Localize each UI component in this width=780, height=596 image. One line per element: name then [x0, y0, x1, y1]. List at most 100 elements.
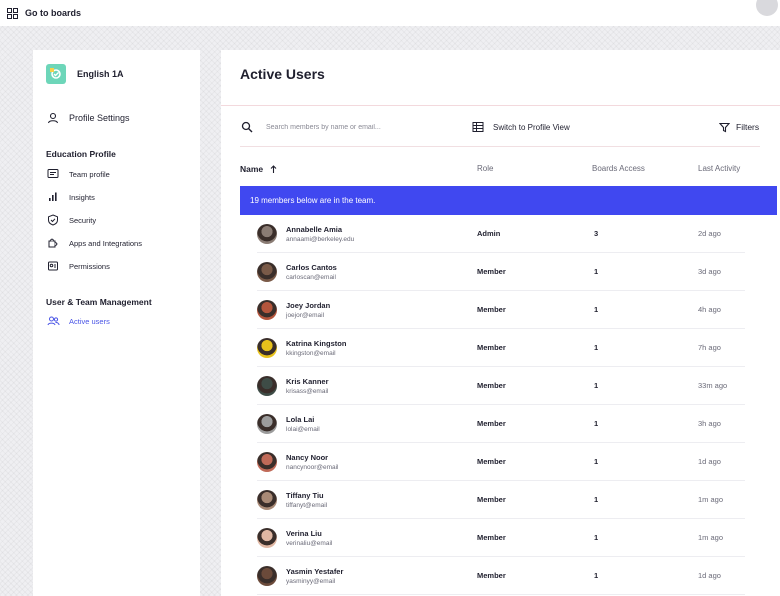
sidebar-item-label: Team profile	[69, 169, 110, 179]
user-email: krisass@email	[286, 388, 329, 395]
user-name: Nancy Noor	[286, 453, 329, 462]
table-row[interactable]: Annabelle Amia annaami@berkeley.edu Admi…	[221, 215, 780, 253]
search-icon	[240, 120, 254, 134]
user-team-management-heading: User & Team Management	[46, 297, 152, 307]
users-icon	[46, 314, 60, 328]
table-row[interactable]: Lola Lai lolai@email Member 1 3h ago	[221, 405, 780, 443]
table-row[interactable]: Carlos Cantos carloscan@email Member 1 3…	[221, 253, 780, 291]
avatar[interactable]	[756, 0, 778, 16]
permissions-icon	[46, 259, 60, 273]
search-input[interactable]	[266, 123, 456, 131]
row-divider	[257, 556, 745, 557]
table-row[interactable]: Kris Kanner krisass@email Member 1 33m a…	[221, 367, 780, 405]
sidebar-item-label: Active users	[69, 316, 110, 326]
sidebar-item-active-users[interactable]: Active users	[46, 314, 110, 328]
sidebar-item-apps-integrations[interactable]: Apps and Integrations	[46, 236, 142, 250]
user-last-activity: 3d ago	[698, 267, 721, 276]
column-header-role[interactable]: Role	[477, 164, 494, 173]
divider	[221, 105, 780, 106]
user-role: Admin	[477, 229, 501, 238]
user-role: Member	[477, 571, 506, 580]
user-role: Member	[477, 495, 506, 504]
table-row[interactable]: Yasmin Yestafer yasminyy@email Member 1 …	[221, 557, 780, 595]
user-role: Member	[477, 305, 506, 314]
team-profile-icon	[46, 167, 60, 181]
user-email: carloscan@email	[286, 274, 336, 281]
row-divider	[257, 252, 745, 253]
filter-icon	[717, 120, 731, 134]
divider	[240, 146, 760, 147]
table-row[interactable]: Katrina Kingston kkingston@email Member …	[221, 329, 780, 367]
grid-icon	[5, 6, 19, 20]
sidebar-item-label: Insights	[69, 192, 95, 202]
filters-label: Filters	[736, 122, 760, 132]
sidebar-item-security[interactable]: Security	[46, 213, 96, 227]
user-boards-access: 1	[594, 267, 599, 276]
search-bar	[240, 120, 456, 134]
puzzle-icon	[46, 236, 60, 250]
column-header-name[interactable]: Name	[240, 164, 277, 174]
user-role: Member	[477, 381, 506, 390]
row-divider	[257, 328, 745, 329]
avatar	[257, 300, 277, 320]
avatar	[257, 490, 277, 510]
avatar	[257, 566, 277, 586]
avatar	[257, 452, 277, 472]
main-panel: Active Users Switch to Profile View Filt…	[221, 50, 780, 596]
bar-chart-icon	[46, 190, 60, 204]
user-email: annaami@berkeley.edu	[286, 236, 355, 243]
sort-arrow-icon	[269, 164, 277, 174]
user-boards-access: 1	[594, 533, 599, 542]
go-to-boards-label: Go to boards	[25, 8, 81, 18]
user-name: Katrina Kingston	[286, 339, 347, 348]
sidebar-item-label: Apps and Integrations	[69, 238, 142, 248]
user-last-activity: 1m ago	[698, 533, 724, 542]
team-logo-icon	[46, 64, 66, 84]
sidebar-item-team-profile[interactable]: Team profile	[46, 167, 110, 181]
user-name: Annabelle Amia	[286, 225, 342, 234]
user-boards-access: 1	[594, 419, 599, 428]
avatar	[257, 414, 277, 434]
row-divider	[257, 518, 745, 519]
user-name: Tiffany Tiu	[286, 491, 324, 500]
sidebar-item-profile-settings[interactable]: Profile Settings	[46, 111, 130, 125]
user-email: tiffanyt@email	[286, 502, 328, 509]
user-boards-access: 1	[594, 305, 599, 314]
members-banner: 19 members below are in the team.	[240, 186, 777, 215]
table-row[interactable]: Verina Liu verinaliu@email Member 1 1m a…	[221, 519, 780, 557]
go-to-boards-button[interactable]: Go to boards	[5, 6, 81, 20]
column-header-boards-access[interactable]: Boards Access	[592, 164, 645, 173]
sidebar-item-permissions[interactable]: Permissions	[46, 259, 110, 273]
user-last-activity: 4h ago	[698, 305, 721, 314]
shield-icon	[46, 213, 60, 227]
row-divider	[257, 442, 745, 443]
sidebar-item-label: Security	[69, 215, 97, 225]
user-last-activity: 1d ago	[698, 571, 721, 580]
user-role: Member	[477, 267, 506, 276]
avatar	[257, 528, 277, 548]
user-boards-access: 1	[594, 381, 599, 390]
user-icon	[46, 111, 60, 125]
sidebar-item-label: Permissions	[69, 261, 110, 271]
table-row[interactable]: Nancy Noor nancynoor@email Member 1 1d a…	[221, 443, 780, 481]
sidebar-item-insights[interactable]: Insights	[46, 190, 95, 204]
table-row[interactable]: Tiffany Tiu tiffanyt@email Member 1 1m a…	[221, 481, 780, 519]
switch-profile-view-label: Switch to Profile View	[493, 122, 570, 132]
team-header[interactable]: English 1A	[46, 64, 124, 84]
user-email: joejor@email	[286, 312, 325, 319]
user-boards-access: 3	[594, 229, 599, 238]
table-icon	[471, 120, 485, 134]
column-header-last-activity[interactable]: Last Activity	[698, 164, 741, 173]
user-role: Member	[477, 533, 506, 542]
row-divider	[257, 594, 745, 595]
filters-button[interactable]: Filters	[717, 120, 759, 134]
avatar	[257, 224, 277, 244]
table-row[interactable]: Joey Jordan joejor@email Member 1 4h ago	[221, 291, 780, 329]
user-boards-access: 1	[594, 571, 599, 580]
column-header-label: Name	[240, 164, 264, 174]
user-email: lolai@email	[286, 426, 320, 433]
switch-profile-view-button[interactable]: Switch to Profile View	[471, 120, 570, 134]
user-role: Member	[477, 457, 506, 466]
user-email: verinaliu@email	[286, 540, 333, 547]
user-last-activity: 33m ago	[698, 381, 728, 390]
